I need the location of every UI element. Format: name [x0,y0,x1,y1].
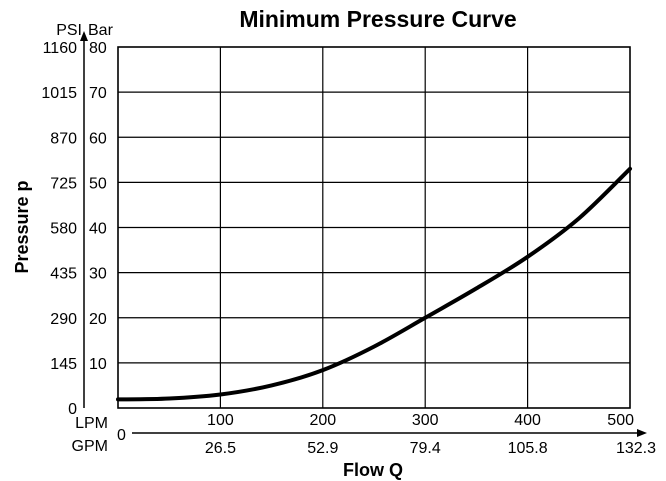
x-axis-title: Flow Q [343,460,403,480]
x-tick-label-gpm: 105.8 [508,440,548,457]
x-tick-label-lpm: 300 [412,412,439,429]
x-unit-lpm: LPM [75,415,108,432]
y-tick-label-bar: 40 [89,221,107,238]
y-tick-label-psi: 870 [50,130,77,147]
y-tick-label-psi: 1015 [41,85,77,102]
tick-labels: 10 20 30 40 50 60 70 80 0 145 290 435 580 725 870 1015 1… [41,40,656,457]
y-tick-label-bar: 10 [89,356,107,373]
y-tick-label-psi: 145 [50,356,77,373]
y-tick-label-bar: 20 [89,311,107,328]
x-tick-label-gpm: 132.3 [616,440,656,457]
x-tick-label-gpm: 26.5 [205,440,236,457]
x-tick-label-gpm: 52.9 [307,440,338,457]
grid [118,47,630,408]
x-tick-label-lpm: 100 [207,412,234,429]
y-tick-label-bar: 50 [89,175,107,192]
x-tick-label-gpm: 0 [117,427,126,444]
x-tick-label-lpm: 400 [514,412,541,429]
x-tick-label-lpm: 500 [607,412,634,429]
y-axis-title: Pressure p [12,180,32,273]
y-unit-psi: PSI [56,22,82,39]
y-tick-label-psi: 290 [50,311,77,328]
x-tick-label-gpm: 79.4 [410,440,441,457]
y-tick-label-bar: 80 [89,40,107,57]
y-tick-label-bar: 70 [89,85,107,102]
y-unit-bar: Bar [88,22,114,39]
y-tick-label-psi: 435 [50,266,77,283]
x-unit-gpm: GPM [72,438,108,455]
plot-frame [117,46,631,409]
chart-title: Minimum Pressure Curve [239,6,516,32]
y-tick-label-psi: 580 [50,221,77,238]
y-tick-label-psi: 1160 [43,40,78,57]
y-tick-label-psi: 0 [68,401,77,418]
pressure-curve-line [116,166,632,402]
y-tick-label-bar: 30 [89,266,107,283]
x-tick-label-lpm: 200 [309,412,336,429]
y-tick-label-psi: 725 [50,175,77,192]
y-tick-label-bar: 60 [89,130,107,147]
